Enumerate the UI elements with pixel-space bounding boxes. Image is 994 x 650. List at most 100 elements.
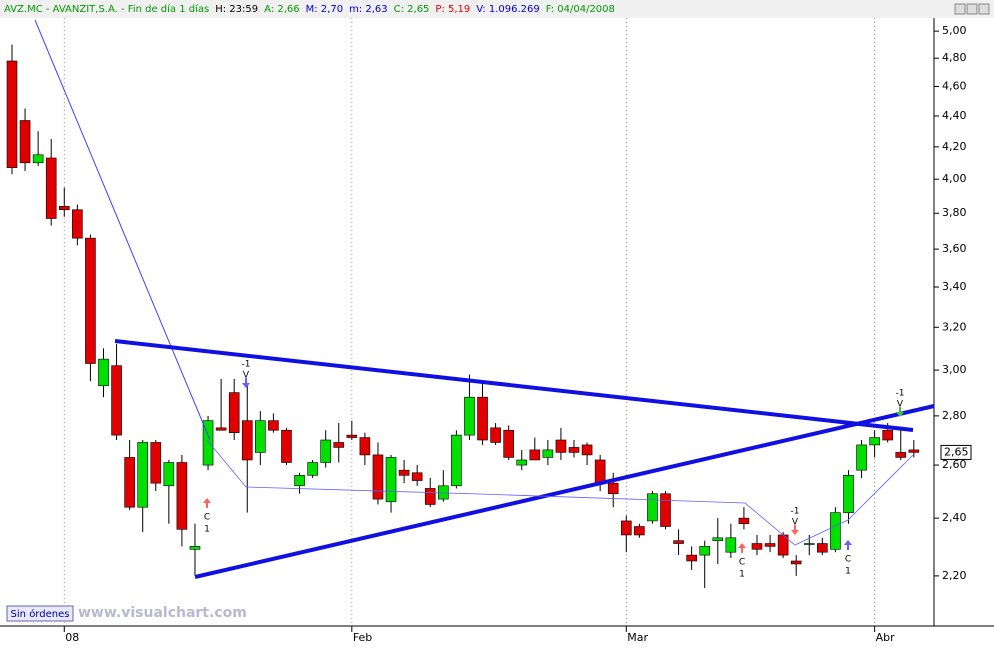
trend-line-thin xyxy=(34,19,211,441)
x-tick-label: 08 xyxy=(65,631,79,644)
candle-body xyxy=(111,365,122,436)
candle-body xyxy=(503,429,514,458)
signal-arrow xyxy=(791,525,799,535)
candle-body xyxy=(856,444,867,471)
header-bar xyxy=(0,0,994,18)
candle-body xyxy=(137,442,148,508)
header-field: m: 2,63 xyxy=(349,4,388,15)
y-tick-label: 2,80 xyxy=(942,409,967,422)
candle-body xyxy=(19,120,31,164)
y-tick-label: 4,40 xyxy=(942,109,967,122)
candle-body xyxy=(581,444,593,456)
candle-body xyxy=(568,447,580,453)
candle-body xyxy=(490,427,501,443)
close-button[interactable] xyxy=(978,3,990,15)
y-tick-label: 3,00 xyxy=(942,363,967,376)
header-field: C: 2,65 xyxy=(394,4,430,15)
y-tick-label: 5,00 xyxy=(942,24,967,37)
status-text: Sin órdenes xyxy=(11,608,70,620)
candle-body xyxy=(268,420,279,431)
candle-body xyxy=(346,434,358,438)
candle-body xyxy=(85,237,96,364)
status-box[interactable] xyxy=(6,605,74,622)
header-field: V: 1.096.269 xyxy=(476,4,539,15)
candle-body xyxy=(529,449,541,461)
signal-qty: -1 xyxy=(791,507,800,517)
signal-side: C xyxy=(739,558,745,568)
candle-body xyxy=(477,396,488,441)
candle-body xyxy=(555,439,567,453)
candle-body xyxy=(843,475,854,513)
candle-body xyxy=(372,454,384,500)
signal-side: V xyxy=(243,371,250,381)
signal-arrow xyxy=(203,498,211,508)
signal-side: V xyxy=(792,518,799,528)
candle-body xyxy=(32,154,44,164)
trend-line-upper xyxy=(114,339,914,432)
candle-body xyxy=(202,420,214,466)
candle-body xyxy=(58,205,70,211)
candle-body xyxy=(385,457,397,503)
candle-body xyxy=(790,560,802,565)
plot-area: 2,20 2,40 2,60 2,80 3,00 3,20 3,40 3,60 3,80 4,00… xyxy=(6,18,967,644)
candle-body xyxy=(424,488,436,505)
candle-body xyxy=(241,420,253,461)
candle-body xyxy=(163,462,175,487)
candle-body xyxy=(189,546,201,550)
candle-body xyxy=(647,493,658,522)
header-field: F: 04/04/2008 xyxy=(546,4,615,15)
y-tick-label: 3,40 xyxy=(942,280,967,293)
candle-body xyxy=(738,517,750,525)
candle-body xyxy=(359,437,371,456)
candle-body xyxy=(255,420,266,453)
candle-body xyxy=(320,439,331,463)
y-tick-label: 3,80 xyxy=(942,206,967,219)
candle-body xyxy=(281,429,292,463)
x-tick-label: Abr xyxy=(876,631,896,644)
candle-body xyxy=(516,459,528,466)
trend-line-lower xyxy=(194,404,935,579)
y-tick-label: 4,60 xyxy=(942,79,967,92)
signal-arrow xyxy=(738,543,746,553)
signal-qty: 1 xyxy=(739,570,745,580)
candle-body xyxy=(150,442,162,484)
candle-body xyxy=(542,449,554,458)
x-tick-label: Feb xyxy=(353,631,372,644)
candle-body xyxy=(686,554,697,562)
candle-body xyxy=(411,472,423,481)
candle-body xyxy=(72,209,83,239)
candle-body xyxy=(751,543,763,550)
y-tick-label: 4,80 xyxy=(942,51,967,64)
candle-body xyxy=(634,526,645,536)
signal-qty: -1 xyxy=(242,360,251,370)
signal-qty: 1 xyxy=(845,567,851,577)
y-tick-label: 3,20 xyxy=(942,320,967,333)
candle-body xyxy=(803,543,815,545)
candle-body xyxy=(45,157,57,219)
candle-body xyxy=(660,493,671,527)
candle-body xyxy=(307,462,318,476)
signal-arrow xyxy=(896,407,904,417)
signal-side: C xyxy=(845,555,851,565)
candle-body xyxy=(869,437,880,446)
maximize-button[interactable] xyxy=(966,3,978,15)
candle-body xyxy=(464,396,475,436)
header: AVZ.MC - AVANZIT,S.A. - Fin de día 1 día… xyxy=(4,3,615,15)
candle-body xyxy=(620,520,632,536)
candle-body xyxy=(725,537,737,553)
y-tick-label: 2,40 xyxy=(942,511,967,524)
y-tick-label: 2,60 xyxy=(942,458,967,471)
signal-qty: 1 xyxy=(204,525,210,535)
x-tick-label: Mar xyxy=(627,631,648,644)
candle-body xyxy=(607,482,619,495)
header-field: P: 5,19 xyxy=(435,4,470,15)
candle-body xyxy=(176,462,188,530)
header-field: H: 23:59 xyxy=(215,4,258,15)
candle-body xyxy=(124,457,135,508)
y-tick-label: 3,60 xyxy=(942,242,967,255)
candle-body xyxy=(228,392,240,433)
y-tick-label: 4,20 xyxy=(942,140,967,153)
minimize-button[interactable] xyxy=(954,3,966,15)
